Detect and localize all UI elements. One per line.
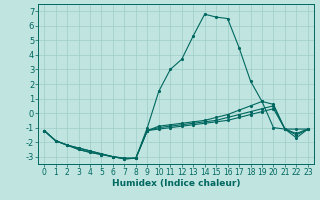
X-axis label: Humidex (Indice chaleur): Humidex (Indice chaleur)	[112, 179, 240, 188]
